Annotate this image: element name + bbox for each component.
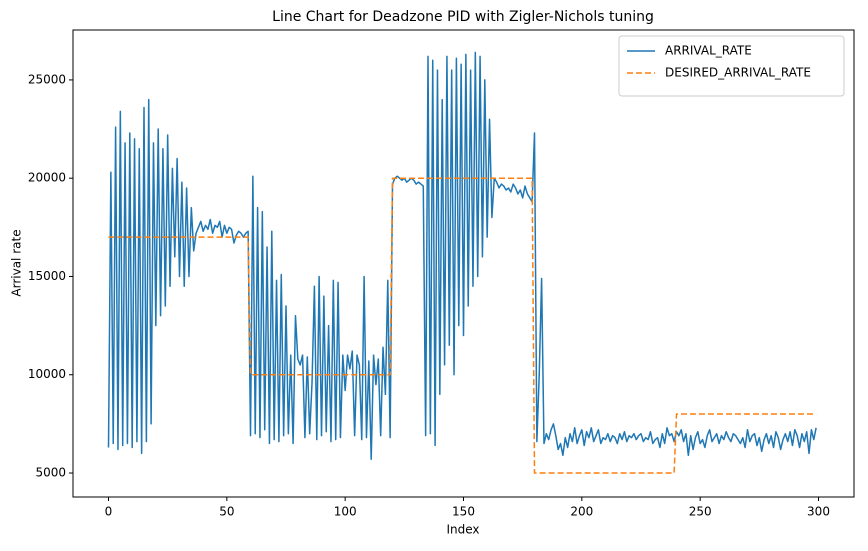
x-axis-label: Index — [446, 523, 479, 537]
legend-label: DESIRED_ARRIVAL_RATE — [665, 66, 811, 80]
y-tick-label: 5000 — [35, 466, 66, 480]
data-line — [108, 177, 817, 474]
y-tick-label: 15000 — [28, 269, 66, 283]
x-tick-label: 200 — [570, 505, 593, 519]
y-tick-label: 25000 — [28, 72, 66, 86]
x-tick-label: 0 — [105, 505, 113, 519]
legend-box — [618, 35, 845, 97]
legend-label: ARRIVAL_RATE — [665, 44, 752, 58]
x-tick-label: 250 — [689, 505, 712, 519]
x-tick-label: 300 — [807, 505, 830, 519]
y-tick-label: 10000 — [28, 367, 66, 381]
x-tick-label: 100 — [334, 505, 357, 519]
x-tick-label: 50 — [219, 505, 234, 519]
plot-frame — [72, 29, 855, 498]
chart-title: Line Chart for Deadzone PID with Zigler-… — [272, 9, 654, 25]
x-tick-label: 150 — [452, 505, 475, 519]
data-line — [107, 51, 817, 461]
y-tick-label: 20000 — [28, 171, 66, 185]
y-axis-label: Arrival rate — [10, 229, 24, 296]
